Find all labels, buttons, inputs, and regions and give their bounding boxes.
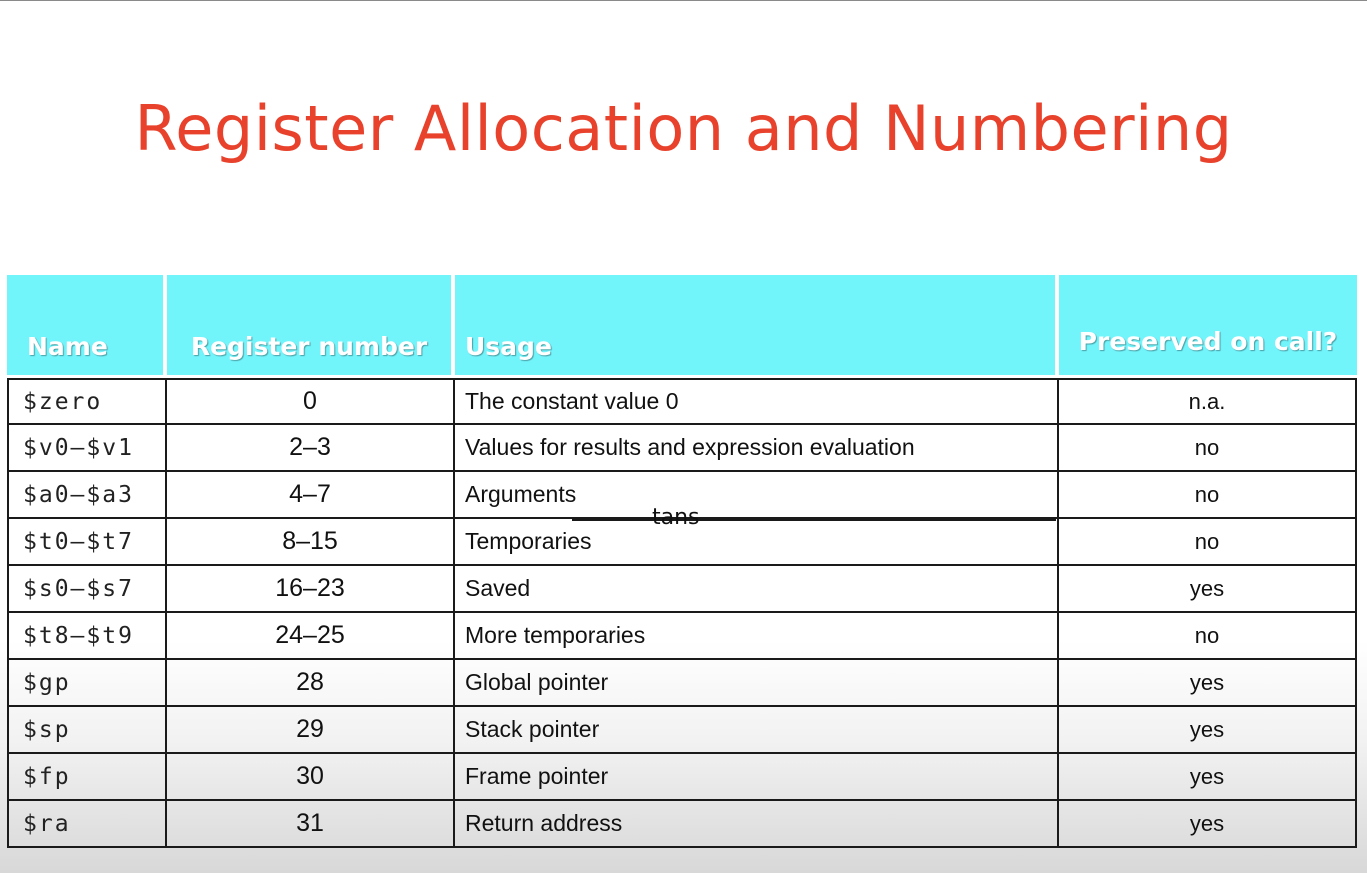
cell-usage: Values for results and expression evalua…	[455, 425, 1059, 472]
table-body: $zero 0 The constant value 0 n.a. $v0–$v1 2–3…	[7, 378, 1357, 848]
cell-preserved: yes	[1059, 707, 1357, 754]
cell-register-name: $v0–$v1	[7, 425, 167, 472]
header-name: Name	[7, 275, 167, 378]
cell-register-number: 4–7	[167, 472, 455, 519]
header-usage: Usage	[455, 275, 1059, 378]
cell-register-number: 8–15	[167, 519, 455, 566]
table-row: $zero 0 The constant value 0 n.a.	[7, 378, 1357, 425]
cell-usage: Global pointer	[455, 660, 1059, 707]
cell-register-number: 24–25	[167, 613, 455, 660]
cell-register-number: 29	[167, 707, 455, 754]
cell-register-number: 0	[167, 378, 455, 425]
cell-register-number: 30	[167, 754, 455, 801]
cell-usage: More temporaries	[455, 613, 1059, 660]
cell-preserved: no	[1059, 472, 1357, 519]
cell-register-name: $t8–$t9	[7, 613, 167, 660]
cell-preserved: yes	[1059, 566, 1357, 613]
cell-register-name: $a0–$a3	[7, 472, 167, 519]
table-row: $sp 29 Stack pointer yes	[7, 707, 1357, 754]
cell-preserved: n.a.	[1059, 378, 1357, 425]
cell-preserved: no	[1059, 613, 1357, 660]
cell-register-number: 2–3	[167, 425, 455, 472]
cell-register-number: 31	[167, 801, 455, 848]
cell-register-name: $s0–$s7	[7, 566, 167, 613]
cell-usage: Arguments	[455, 472, 1059, 519]
header-register-number: Register number	[167, 275, 455, 378]
cell-register-name: $sp	[7, 707, 167, 754]
cell-usage: Saved	[455, 566, 1059, 613]
annotation-strike-line	[572, 519, 1056, 521]
cell-register-name: $fp	[7, 754, 167, 801]
cell-register-number: 16–23	[167, 566, 455, 613]
cell-usage: Temporaries	[455, 519, 1059, 566]
cell-usage: The constant value 0	[455, 378, 1059, 425]
table-row: $fp 30 Frame pointer yes	[7, 754, 1357, 801]
table-row: $ra 31 Return address yes	[7, 801, 1357, 848]
cell-preserved: no	[1059, 425, 1357, 472]
table-row: $a0–$a3 4–7 Arguments no	[7, 472, 1357, 519]
cell-preserved: yes	[1059, 660, 1357, 707]
header-row: Name Register number Usage Preserved on …	[7, 275, 1357, 378]
cell-register-name: $gp	[7, 660, 167, 707]
register-table: Name Register number Usage Preserved on …	[7, 275, 1357, 848]
slide-title: Register Allocation and Numbering	[134, 92, 1233, 165]
table-row: $t0–$t7 8–15 Temporaries no	[7, 519, 1357, 566]
cell-preserved: yes	[1059, 754, 1357, 801]
table-row: $v0–$v1 2–3 Values for results and express…	[7, 425, 1357, 472]
cell-usage: Return address	[455, 801, 1059, 848]
cell-register-name: $t0–$t7	[7, 519, 167, 566]
cell-usage: Frame pointer	[455, 754, 1059, 801]
table-row: $gp 28 Global pointer yes	[7, 660, 1357, 707]
cell-register-number: 28	[167, 660, 455, 707]
cell-register-name: $zero	[7, 378, 167, 425]
top-rule	[0, 0, 1367, 1]
handwritten-annotation: tans	[652, 505, 700, 530]
table-row: $s0–$s7 16–23 Saved yes	[7, 566, 1357, 613]
cell-preserved: no	[1059, 519, 1357, 566]
header-preserved-on-call: Preserved on call?	[1059, 275, 1357, 378]
cell-register-name: $ra	[7, 801, 167, 848]
cell-preserved: yes	[1059, 801, 1357, 848]
cell-usage: Stack pointer	[455, 707, 1059, 754]
table-row: $t8–$t9 24–25 More temporaries no	[7, 613, 1357, 660]
